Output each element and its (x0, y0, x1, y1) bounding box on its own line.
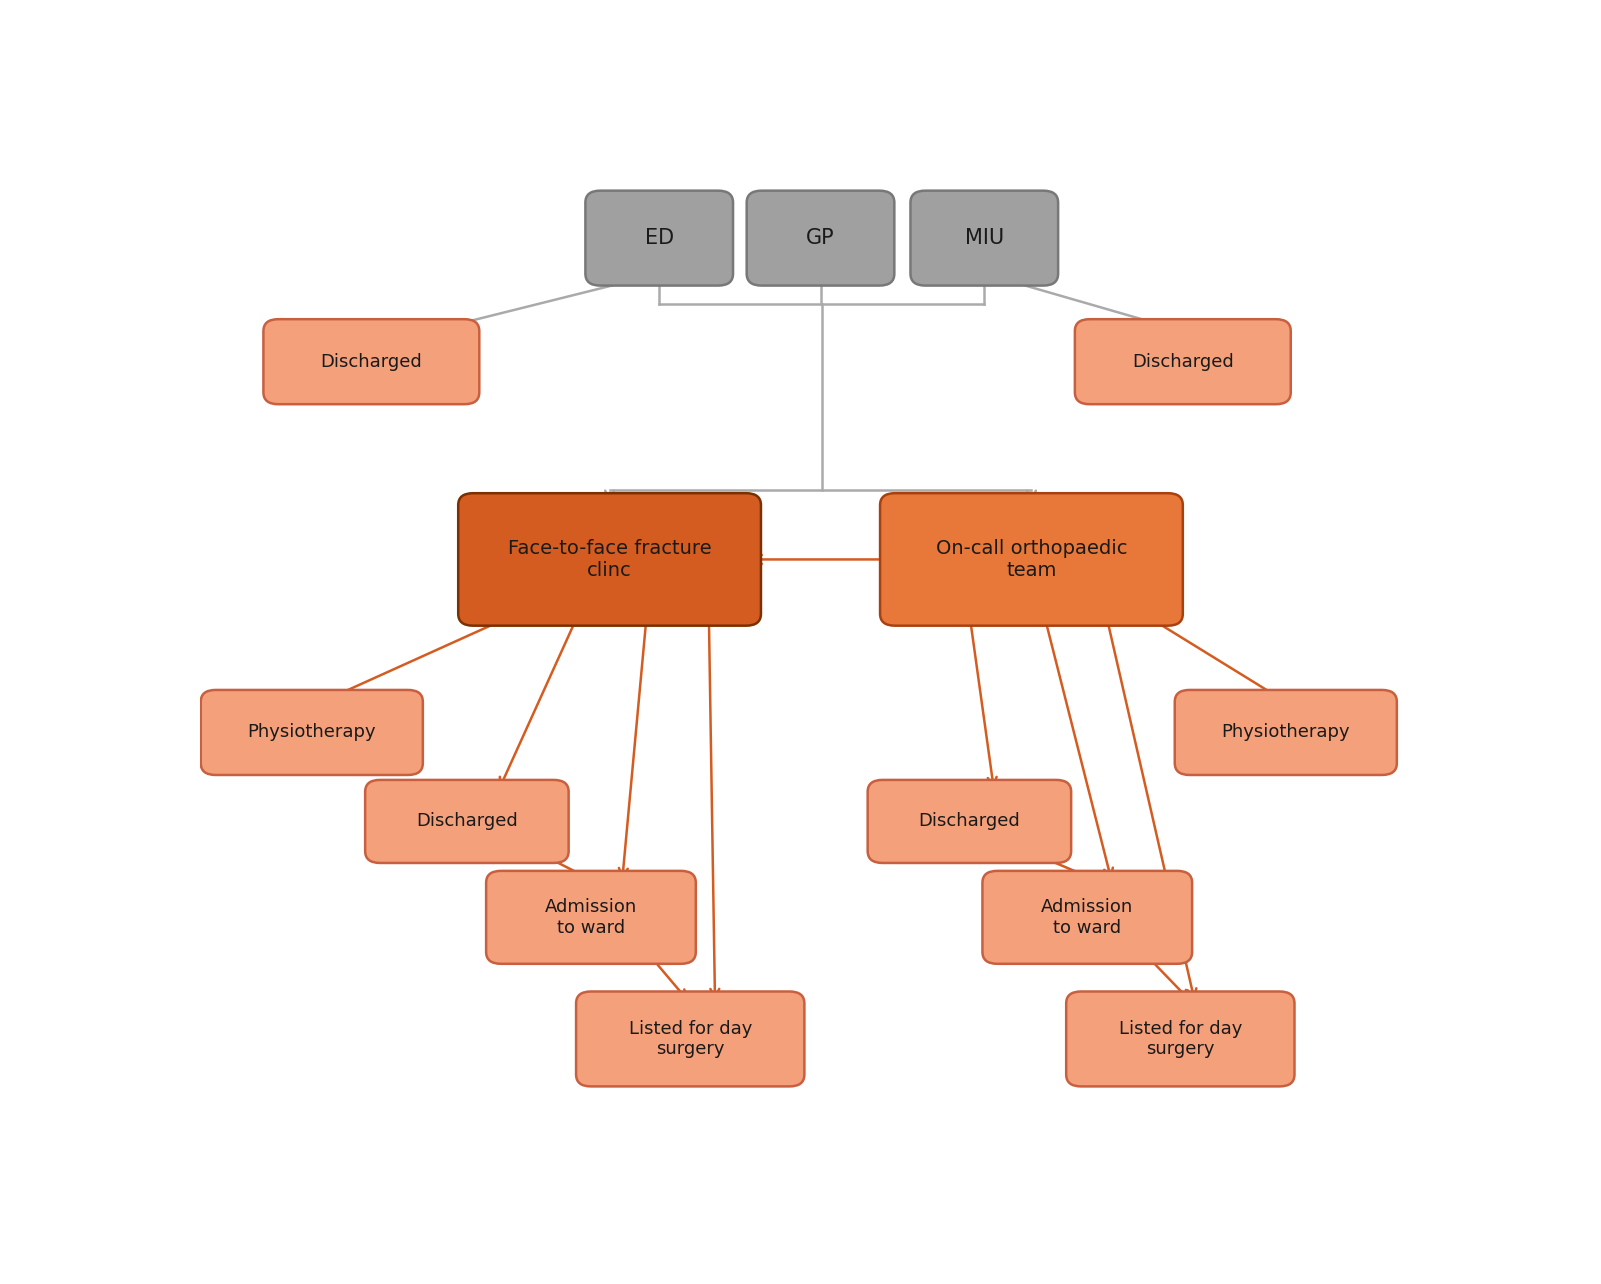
Text: Listed for day
surgery: Listed for day surgery (629, 1019, 752, 1058)
Text: Listed for day
surgery: Listed for day surgery (1119, 1019, 1242, 1058)
Text: MIU: MIU (965, 229, 1004, 248)
Text: Face-to-face fracture
clinc: Face-to-face fracture clinc (508, 539, 711, 580)
Text: On-call orthopaedic
team: On-call orthopaedic team (935, 539, 1127, 580)
FancyBboxPatch shape (200, 690, 423, 776)
Text: Admission
to ward: Admission to ward (544, 898, 637, 937)
Text: Discharged: Discharged (1132, 353, 1234, 371)
Text: GP: GP (807, 229, 834, 248)
FancyBboxPatch shape (1175, 690, 1396, 776)
FancyBboxPatch shape (1066, 991, 1295, 1086)
Text: Discharged: Discharged (320, 353, 423, 371)
Text: Admission
to ward: Admission to ward (1041, 898, 1134, 937)
FancyBboxPatch shape (586, 190, 733, 285)
FancyBboxPatch shape (365, 779, 568, 863)
FancyBboxPatch shape (264, 320, 479, 404)
FancyBboxPatch shape (983, 871, 1193, 964)
Text: Physiotherapy: Physiotherapy (248, 723, 376, 741)
FancyBboxPatch shape (746, 190, 895, 285)
FancyBboxPatch shape (868, 779, 1071, 863)
Text: Discharged: Discharged (416, 813, 517, 831)
Text: Discharged: Discharged (919, 813, 1020, 831)
FancyBboxPatch shape (487, 871, 696, 964)
Text: Physiotherapy: Physiotherapy (1222, 723, 1350, 741)
FancyBboxPatch shape (458, 493, 760, 625)
FancyBboxPatch shape (911, 190, 1058, 285)
FancyBboxPatch shape (881, 493, 1183, 625)
Text: ED: ED (645, 229, 674, 248)
FancyBboxPatch shape (576, 991, 804, 1086)
FancyBboxPatch shape (1074, 320, 1290, 404)
